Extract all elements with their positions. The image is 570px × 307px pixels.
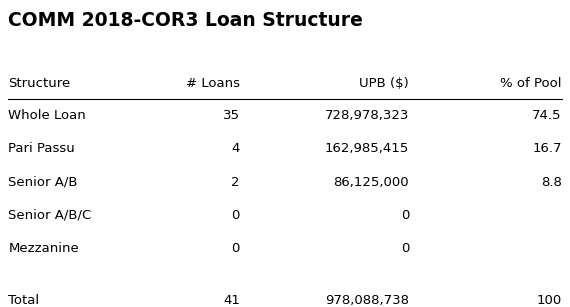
Text: % of Pool: % of Pool <box>500 77 561 90</box>
Text: 100: 100 <box>536 294 561 307</box>
Text: 8.8: 8.8 <box>541 176 561 189</box>
Text: 2: 2 <box>231 176 240 189</box>
Text: COMM 2018-COR3 Loan Structure: COMM 2018-COR3 Loan Structure <box>9 11 363 30</box>
Text: 16.7: 16.7 <box>532 142 561 155</box>
Text: Senior A/B: Senior A/B <box>9 176 78 189</box>
Text: Total: Total <box>9 294 39 307</box>
Text: 86,125,000: 86,125,000 <box>333 176 409 189</box>
Text: Pari Passu: Pari Passu <box>9 142 75 155</box>
Text: 0: 0 <box>231 242 240 255</box>
Text: 162,985,415: 162,985,415 <box>325 142 409 155</box>
Text: Senior A/B/C: Senior A/B/C <box>9 209 92 222</box>
Text: # Loans: # Loans <box>186 77 240 90</box>
Text: 74.5: 74.5 <box>532 109 561 122</box>
Text: 0: 0 <box>401 242 409 255</box>
Text: 41: 41 <box>223 294 240 307</box>
Text: 728,978,323: 728,978,323 <box>325 109 409 122</box>
Text: Structure: Structure <box>9 77 71 90</box>
Text: 0: 0 <box>401 209 409 222</box>
Text: 4: 4 <box>231 142 240 155</box>
Text: 35: 35 <box>223 109 240 122</box>
Text: UPB ($): UPB ($) <box>360 77 409 90</box>
Text: Mezzanine: Mezzanine <box>9 242 79 255</box>
Text: 0: 0 <box>231 209 240 222</box>
Text: 978,088,738: 978,088,738 <box>325 294 409 307</box>
Text: Whole Loan: Whole Loan <box>9 109 86 122</box>
